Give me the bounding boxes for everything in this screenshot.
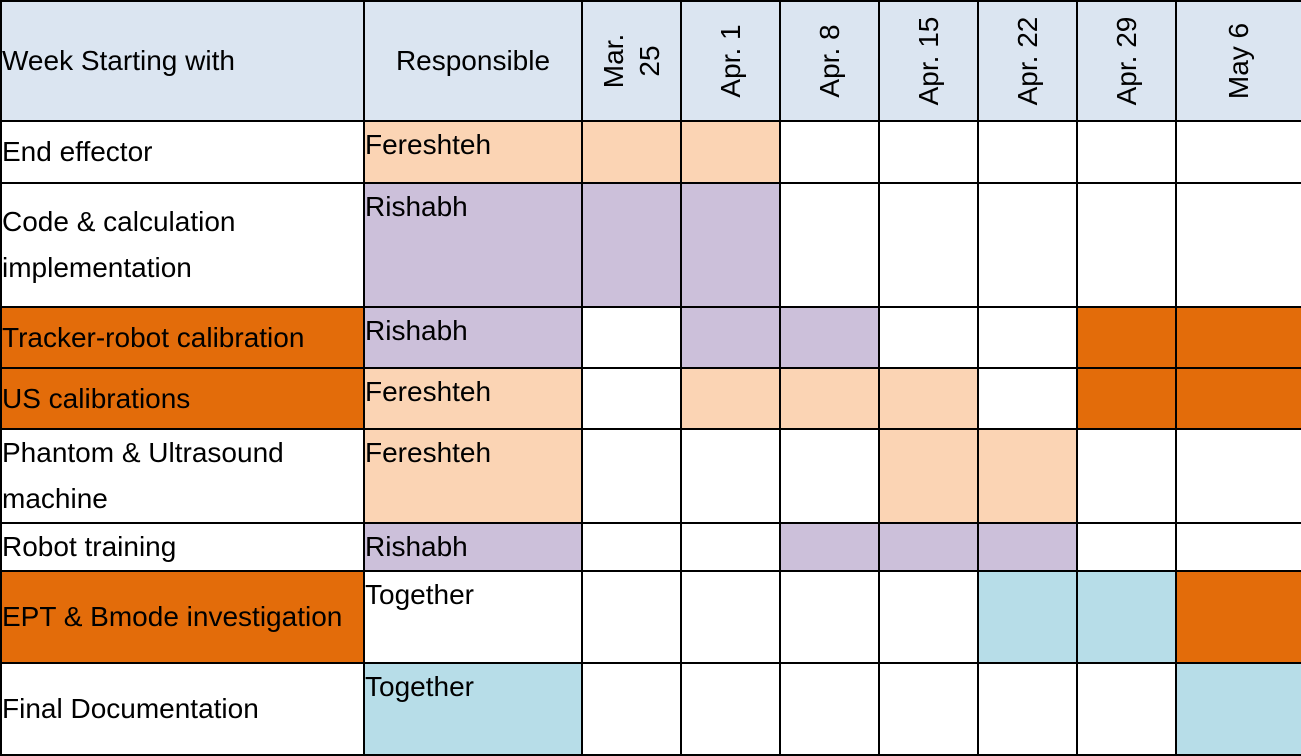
week-cell xyxy=(977,662,1078,756)
week-cell xyxy=(680,662,781,756)
week-cell xyxy=(779,306,880,369)
week-cell xyxy=(779,120,880,184)
responsible-cell: Rishabh xyxy=(363,522,583,572)
responsible-column-header: Responsible xyxy=(363,0,583,122)
week-cell xyxy=(581,182,682,308)
task-name-cell: US calibrations xyxy=(0,367,365,430)
week-cell xyxy=(878,367,979,430)
week-cell xyxy=(1076,522,1177,572)
week-cell xyxy=(779,662,880,756)
week-cell xyxy=(977,570,1078,664)
responsible-cell: Together xyxy=(363,570,583,664)
week-cell xyxy=(1175,120,1301,184)
week-cell xyxy=(878,120,979,184)
week-cell xyxy=(1175,570,1301,664)
task-name-cell: Final Documentation xyxy=(0,662,365,756)
week-label: Apr. 15 xyxy=(912,16,944,106)
week-cell xyxy=(878,522,979,572)
week-cell xyxy=(581,306,682,369)
week-header: Apr. 22 xyxy=(977,0,1078,122)
week-cell xyxy=(1175,428,1301,524)
week-header: Apr. 1 xyxy=(680,0,781,122)
responsible-cell: Fereshteh xyxy=(363,120,583,184)
week-cell xyxy=(878,428,979,524)
table-row: EPT & Bmode investigation Together xyxy=(0,570,1301,664)
table-row: Tracker-robot calibration Rishabh xyxy=(0,306,1301,369)
week-header: Apr. 8 xyxy=(779,0,880,122)
week-label: Apr. 29 xyxy=(1110,16,1142,106)
task-name-cell: Robot training xyxy=(0,522,365,572)
week-cell xyxy=(680,428,781,524)
week-cell xyxy=(977,182,1078,308)
week-cell xyxy=(977,306,1078,369)
week-cell xyxy=(680,306,781,369)
task-name-cell: Phantom & Ultrasound machine xyxy=(0,428,365,524)
week-label: Apr. 22 xyxy=(1011,16,1043,106)
week-header: Apr. 15 xyxy=(878,0,979,122)
week-cell xyxy=(1175,367,1301,430)
week-label: Apr. 8 xyxy=(813,24,845,98)
week-cell xyxy=(1076,428,1177,524)
responsible-cell: Together xyxy=(363,662,583,756)
responsible-cell: Fereshteh xyxy=(363,367,583,430)
table-row: Code & calculation implementation Rishabh xyxy=(0,182,1301,308)
responsible-cell: Rishabh xyxy=(363,182,583,308)
responsible-cell: Fereshteh xyxy=(363,428,583,524)
week-cell xyxy=(1175,662,1301,756)
week-cell xyxy=(1076,662,1177,756)
task-column-header: Week Starting with xyxy=(0,0,365,122)
week-cell xyxy=(878,182,979,308)
week-label: May 6 xyxy=(1223,22,1254,100)
task-name-cell: Code & calculation implementation xyxy=(0,182,365,308)
week-cell xyxy=(977,428,1078,524)
week-cell xyxy=(977,120,1078,184)
week-cell xyxy=(680,182,781,308)
week-cell xyxy=(581,367,682,430)
week-cell xyxy=(581,120,682,184)
week-cell xyxy=(878,662,979,756)
week-cell xyxy=(779,367,880,430)
week-cell xyxy=(680,570,781,664)
week-cell xyxy=(878,306,979,369)
week-header: May 6 xyxy=(1175,0,1301,122)
week-cell xyxy=(779,570,880,664)
week-cell xyxy=(581,570,682,664)
week-cell xyxy=(581,662,682,756)
week-label: Apr. 1 xyxy=(714,24,746,98)
week-cell xyxy=(581,522,682,572)
week-cell xyxy=(1076,182,1177,308)
week-cell xyxy=(1175,306,1301,369)
task-name-cell: EPT & Bmode investigation xyxy=(0,570,365,664)
week-cell xyxy=(779,428,880,524)
week-cell xyxy=(779,522,880,572)
week-cell xyxy=(1175,182,1301,308)
week-cell xyxy=(878,570,979,664)
task-name-cell: End effector xyxy=(0,120,365,184)
week-cell xyxy=(680,120,781,184)
week-cell xyxy=(977,367,1078,430)
week-cell xyxy=(1076,367,1177,430)
week-cell xyxy=(1076,120,1177,184)
header-row: Week Starting with Responsible Mar. 25 Ap… xyxy=(0,0,1301,122)
table-row: Final Documentation Together xyxy=(0,662,1301,756)
week-cell xyxy=(581,428,682,524)
week-cell xyxy=(1076,306,1177,369)
week-label: Mar. 25 xyxy=(597,33,665,89)
table-row: Phantom & Ultrasound machine Fereshteh xyxy=(0,428,1301,524)
week-cell xyxy=(1076,570,1177,664)
week-header: Apr. 29 xyxy=(1076,0,1177,122)
table-row: End effector Fereshteh xyxy=(0,120,1301,184)
week-header: Mar. 25 xyxy=(581,0,682,122)
table-body: End effector Fereshteh Code & calculation … xyxy=(0,120,1301,756)
table-row: Robot training Rishabh xyxy=(0,522,1301,572)
week-cell xyxy=(680,522,781,572)
responsible-cell: Rishabh xyxy=(363,306,583,369)
week-cell xyxy=(1175,522,1301,572)
table-row: US calibrations Fereshteh xyxy=(0,367,1301,430)
week-cell xyxy=(977,522,1078,572)
week-cell xyxy=(779,182,880,308)
week-cell xyxy=(680,367,781,430)
task-name-cell: Tracker-robot calibration xyxy=(0,306,365,369)
